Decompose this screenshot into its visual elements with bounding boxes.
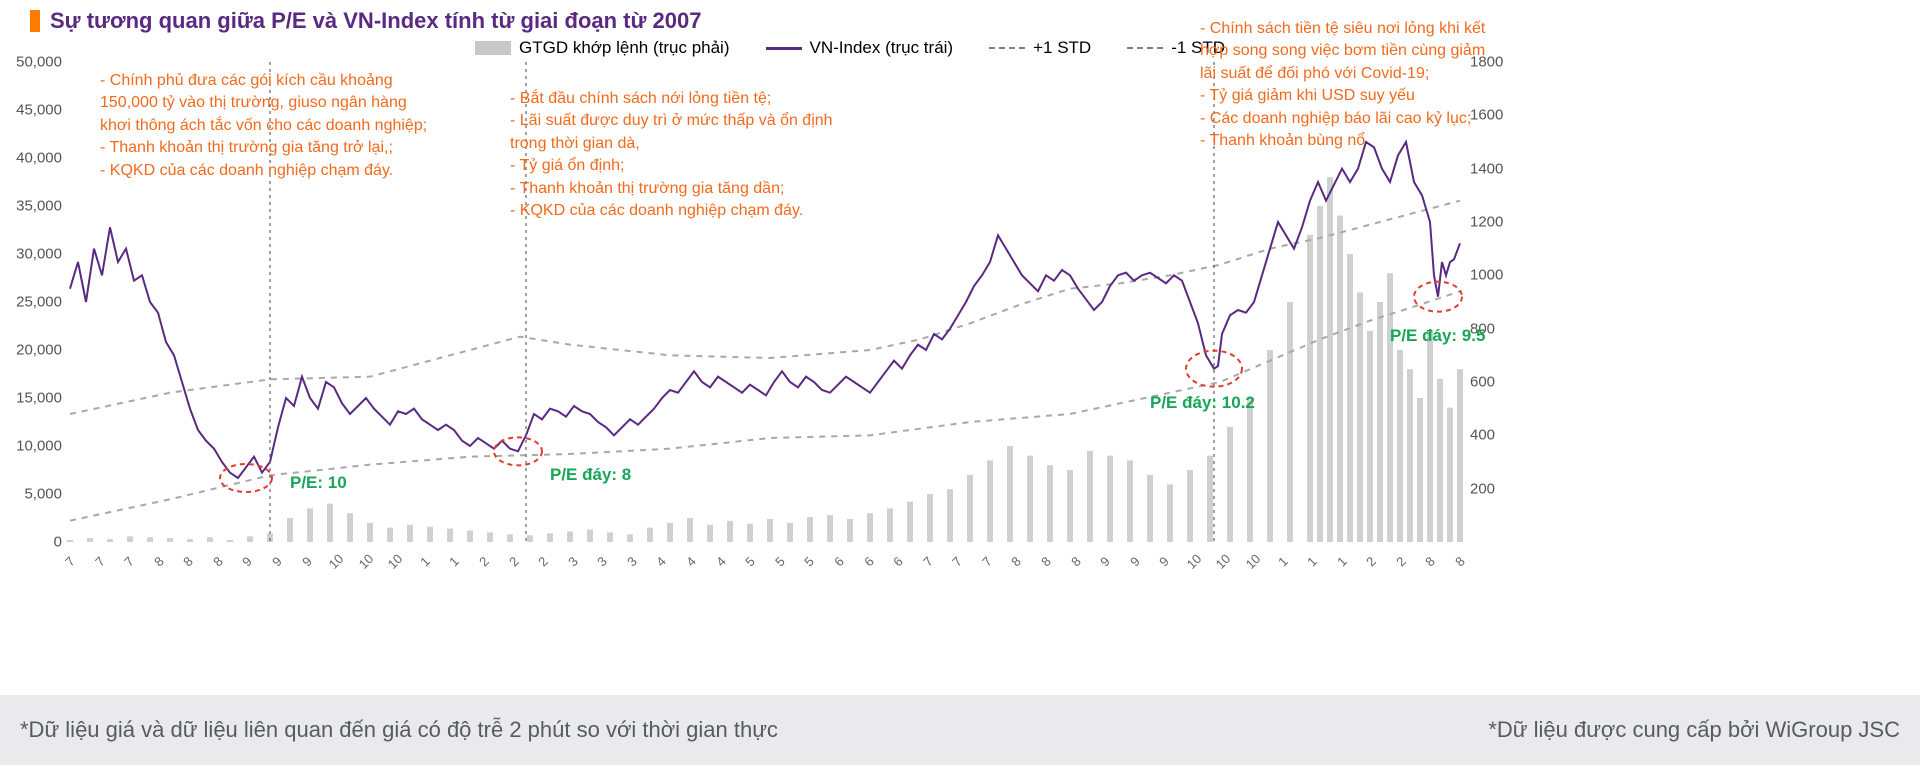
xtick: 8 bbox=[1452, 554, 1468, 570]
annotation-note: - Chính sách tiền tệ siêu nơi lỏng khi k… bbox=[1200, 18, 1485, 152]
legend-swatch-line bbox=[766, 47, 802, 50]
legend-item-volume: GTGD khớp lệnh (trục phải) bbox=[475, 38, 730, 58]
ytick-left: 30,000 bbox=[16, 246, 62, 263]
ytick-left: 45,000 bbox=[16, 102, 62, 119]
pe-marker-label: P/E: 10 bbox=[290, 473, 347, 493]
xtick: 10 bbox=[385, 551, 406, 572]
xtick: 5 bbox=[742, 554, 758, 570]
annotation-note: - Bắt đầu chính sách nới lỏng tiền tệ;- … bbox=[510, 88, 833, 222]
ytick-right: 1400 bbox=[1470, 160, 1503, 177]
xtick: 8 bbox=[151, 554, 167, 570]
pe-marker-label: P/E đáy: 10.2 bbox=[1150, 393, 1255, 413]
footer-bar: *Dữ liệu giá và dữ liệu liên quan đến gi… bbox=[0, 695, 1920, 765]
xtick: 6 bbox=[861, 554, 877, 570]
xtick: 1 bbox=[1334, 554, 1350, 570]
xtick: 10 bbox=[355, 551, 376, 572]
xtick: 9 bbox=[1127, 554, 1143, 570]
title-bar: Sự tương quan giữa P/E và VN-Index tính … bbox=[0, 0, 1920, 38]
annotation-note: - Chính phủ đưa các gói kích cầu khoảng1… bbox=[100, 70, 427, 182]
ytick-left: 5,000 bbox=[24, 486, 62, 503]
xtick: 10 bbox=[1213, 551, 1234, 572]
xtick: 9 bbox=[269, 554, 285, 570]
legend-swatch-dash bbox=[989, 47, 1025, 49]
xtick: 7 bbox=[62, 554, 78, 570]
ytick-left: 0 bbox=[54, 534, 62, 551]
legend-item-plus-std: +1 STD bbox=[989, 38, 1091, 58]
ytick-left: 15,000 bbox=[16, 390, 62, 407]
chart-title: Sự tương quan giữa P/E và VN-Index tính … bbox=[50, 8, 702, 34]
xtick: 3 bbox=[565, 554, 581, 570]
legend-swatch-area bbox=[475, 41, 511, 55]
xtick: 2 bbox=[1363, 554, 1379, 570]
xtick: 2 bbox=[535, 554, 551, 570]
legend-label: VN-Index (trục trái) bbox=[810, 38, 954, 58]
xtick: 10 bbox=[1243, 551, 1264, 572]
xtick: 7 bbox=[979, 554, 995, 570]
xtick: 1 bbox=[447, 554, 463, 570]
xtick: 4 bbox=[713, 554, 729, 570]
xtick: 8 bbox=[210, 554, 226, 570]
legend-label: +1 STD bbox=[1033, 38, 1091, 58]
ytick-left: 35,000 bbox=[16, 198, 62, 215]
xtick: 7 bbox=[949, 554, 965, 570]
xtick: 8 bbox=[180, 554, 196, 570]
xtick: 9 bbox=[240, 554, 256, 570]
ytick-left: 40,000 bbox=[16, 150, 62, 167]
ytick-left: 25,000 bbox=[16, 294, 62, 311]
ytick-right: 1000 bbox=[1470, 267, 1503, 284]
footer-right-text: *Dữ liệu được cung cấp bởi WiGroup JSC bbox=[1488, 717, 1900, 743]
xtick: 2 bbox=[476, 554, 492, 570]
title-marker bbox=[30, 10, 40, 32]
xtick: 1 bbox=[1275, 554, 1291, 570]
ytick-right: 1200 bbox=[1470, 214, 1503, 231]
footer-left-text: *Dữ liệu giá và dữ liệu liên quan đến gi… bbox=[20, 717, 778, 743]
xtick: 9 bbox=[1097, 554, 1113, 570]
xtick: 9 bbox=[1156, 554, 1172, 570]
ytick-right: 400 bbox=[1470, 427, 1495, 444]
xtick: 7 bbox=[920, 554, 936, 570]
ytick-left: 50,000 bbox=[16, 54, 62, 71]
x-axis: 7778889991010101122233344455566677788899… bbox=[70, 548, 1460, 578]
xtick: 2 bbox=[506, 554, 522, 570]
xtick: 6 bbox=[831, 554, 847, 570]
xtick: 7 bbox=[92, 554, 108, 570]
ytick-left: 10,000 bbox=[16, 438, 62, 455]
xtick: 6 bbox=[890, 554, 906, 570]
xtick: 8 bbox=[1068, 554, 1084, 570]
xtick: 8 bbox=[1423, 554, 1439, 570]
xtick: 8 bbox=[1038, 554, 1054, 570]
xtick: 10 bbox=[1183, 551, 1204, 572]
xtick: 7 bbox=[121, 554, 137, 570]
xtick: 3 bbox=[624, 554, 640, 570]
xtick: 4 bbox=[654, 554, 670, 570]
xtick: 10 bbox=[326, 551, 347, 572]
chart-container: Sự tương quan giữa P/E và VN-Index tính … bbox=[0, 0, 1920, 700]
xtick: 1 bbox=[417, 554, 433, 570]
legend-swatch-dash bbox=[1127, 47, 1163, 49]
legend-label: GTGD khớp lệnh (trục phải) bbox=[519, 38, 730, 58]
xtick: 1 bbox=[1304, 554, 1320, 570]
ytick-right: 200 bbox=[1470, 480, 1495, 497]
ytick-left: 20,000 bbox=[16, 342, 62, 359]
pe-marker-label: P/E đáy: 8 bbox=[550, 465, 631, 485]
ytick-right: 600 bbox=[1470, 374, 1495, 391]
legend-item-vnindex: VN-Index (trục trái) bbox=[766, 38, 954, 58]
pe-marker-label: P/E đáy: 9.5 bbox=[1390, 326, 1485, 346]
xtick: 5 bbox=[801, 554, 817, 570]
legend: GTGD khớp lệnh (trục phải) VN-Index (trụ… bbox=[475, 38, 1225, 58]
xtick: 8 bbox=[1009, 554, 1025, 570]
xtick: 5 bbox=[772, 554, 788, 570]
y-axis-left: 05,00010,00015,00020,00025,00030,00035,0… bbox=[0, 62, 66, 542]
xtick: 4 bbox=[683, 554, 699, 570]
xtick: 2 bbox=[1393, 554, 1409, 570]
xtick: 9 bbox=[299, 554, 315, 570]
xtick: 3 bbox=[594, 554, 610, 570]
